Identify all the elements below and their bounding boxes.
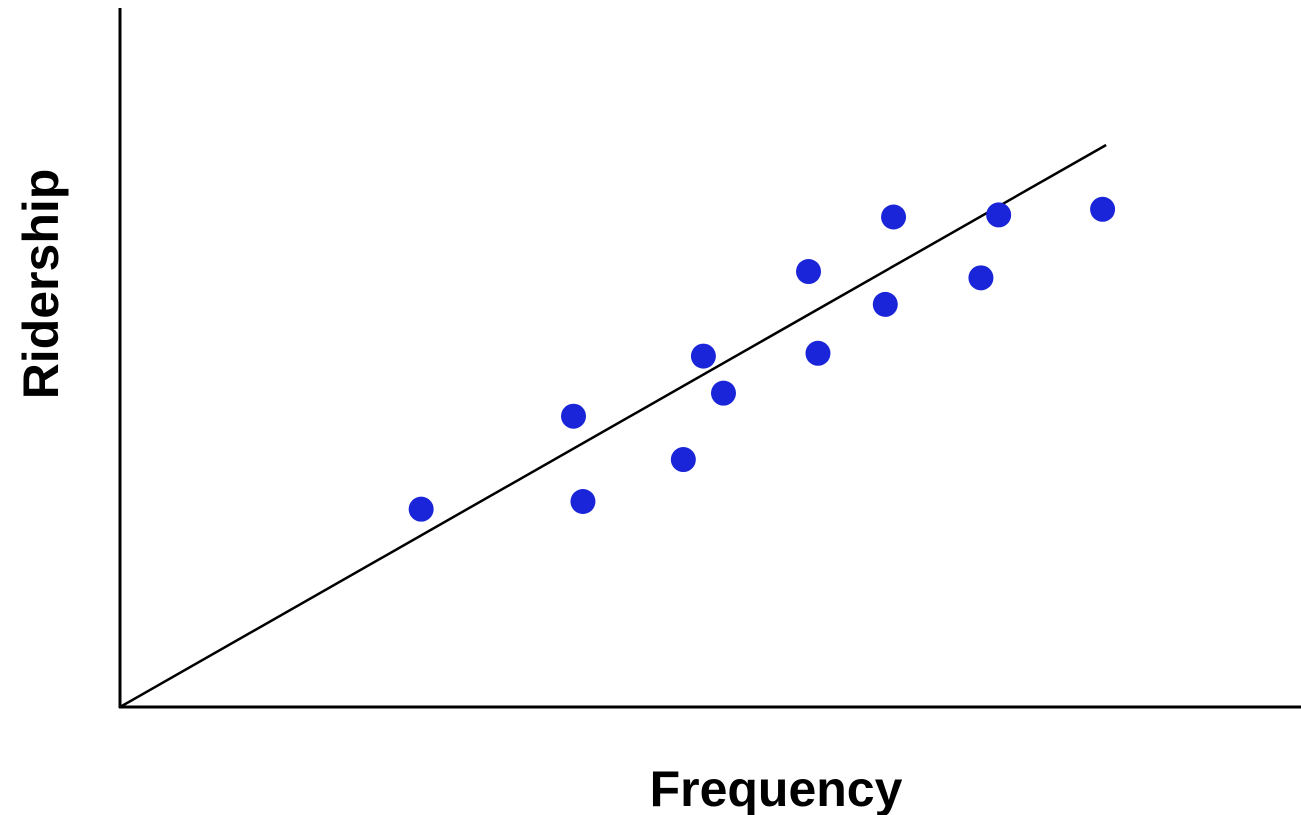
data-point-10	[881, 204, 907, 230]
data-point-4	[670, 447, 696, 473]
data-point-8	[805, 340, 831, 366]
data-point-12	[986, 202, 1012, 228]
data-point-13	[1090, 196, 1116, 222]
data-point-2	[561, 403, 587, 429]
data-point-6	[710, 380, 736, 406]
data-point-3	[570, 488, 596, 514]
data-point-11	[968, 265, 994, 291]
trendline	[119, 143, 1107, 709]
data-point-1	[408, 496, 434, 522]
data-point-7	[796, 259, 822, 285]
axes	[118, 8, 1301, 709]
y-axis-title: Ridership	[13, 169, 69, 400]
data-point-5	[690, 343, 716, 369]
data-point-9	[872, 291, 898, 317]
x-axis-title: Frequency	[650, 761, 903, 815]
data-points	[408, 196, 1116, 522]
